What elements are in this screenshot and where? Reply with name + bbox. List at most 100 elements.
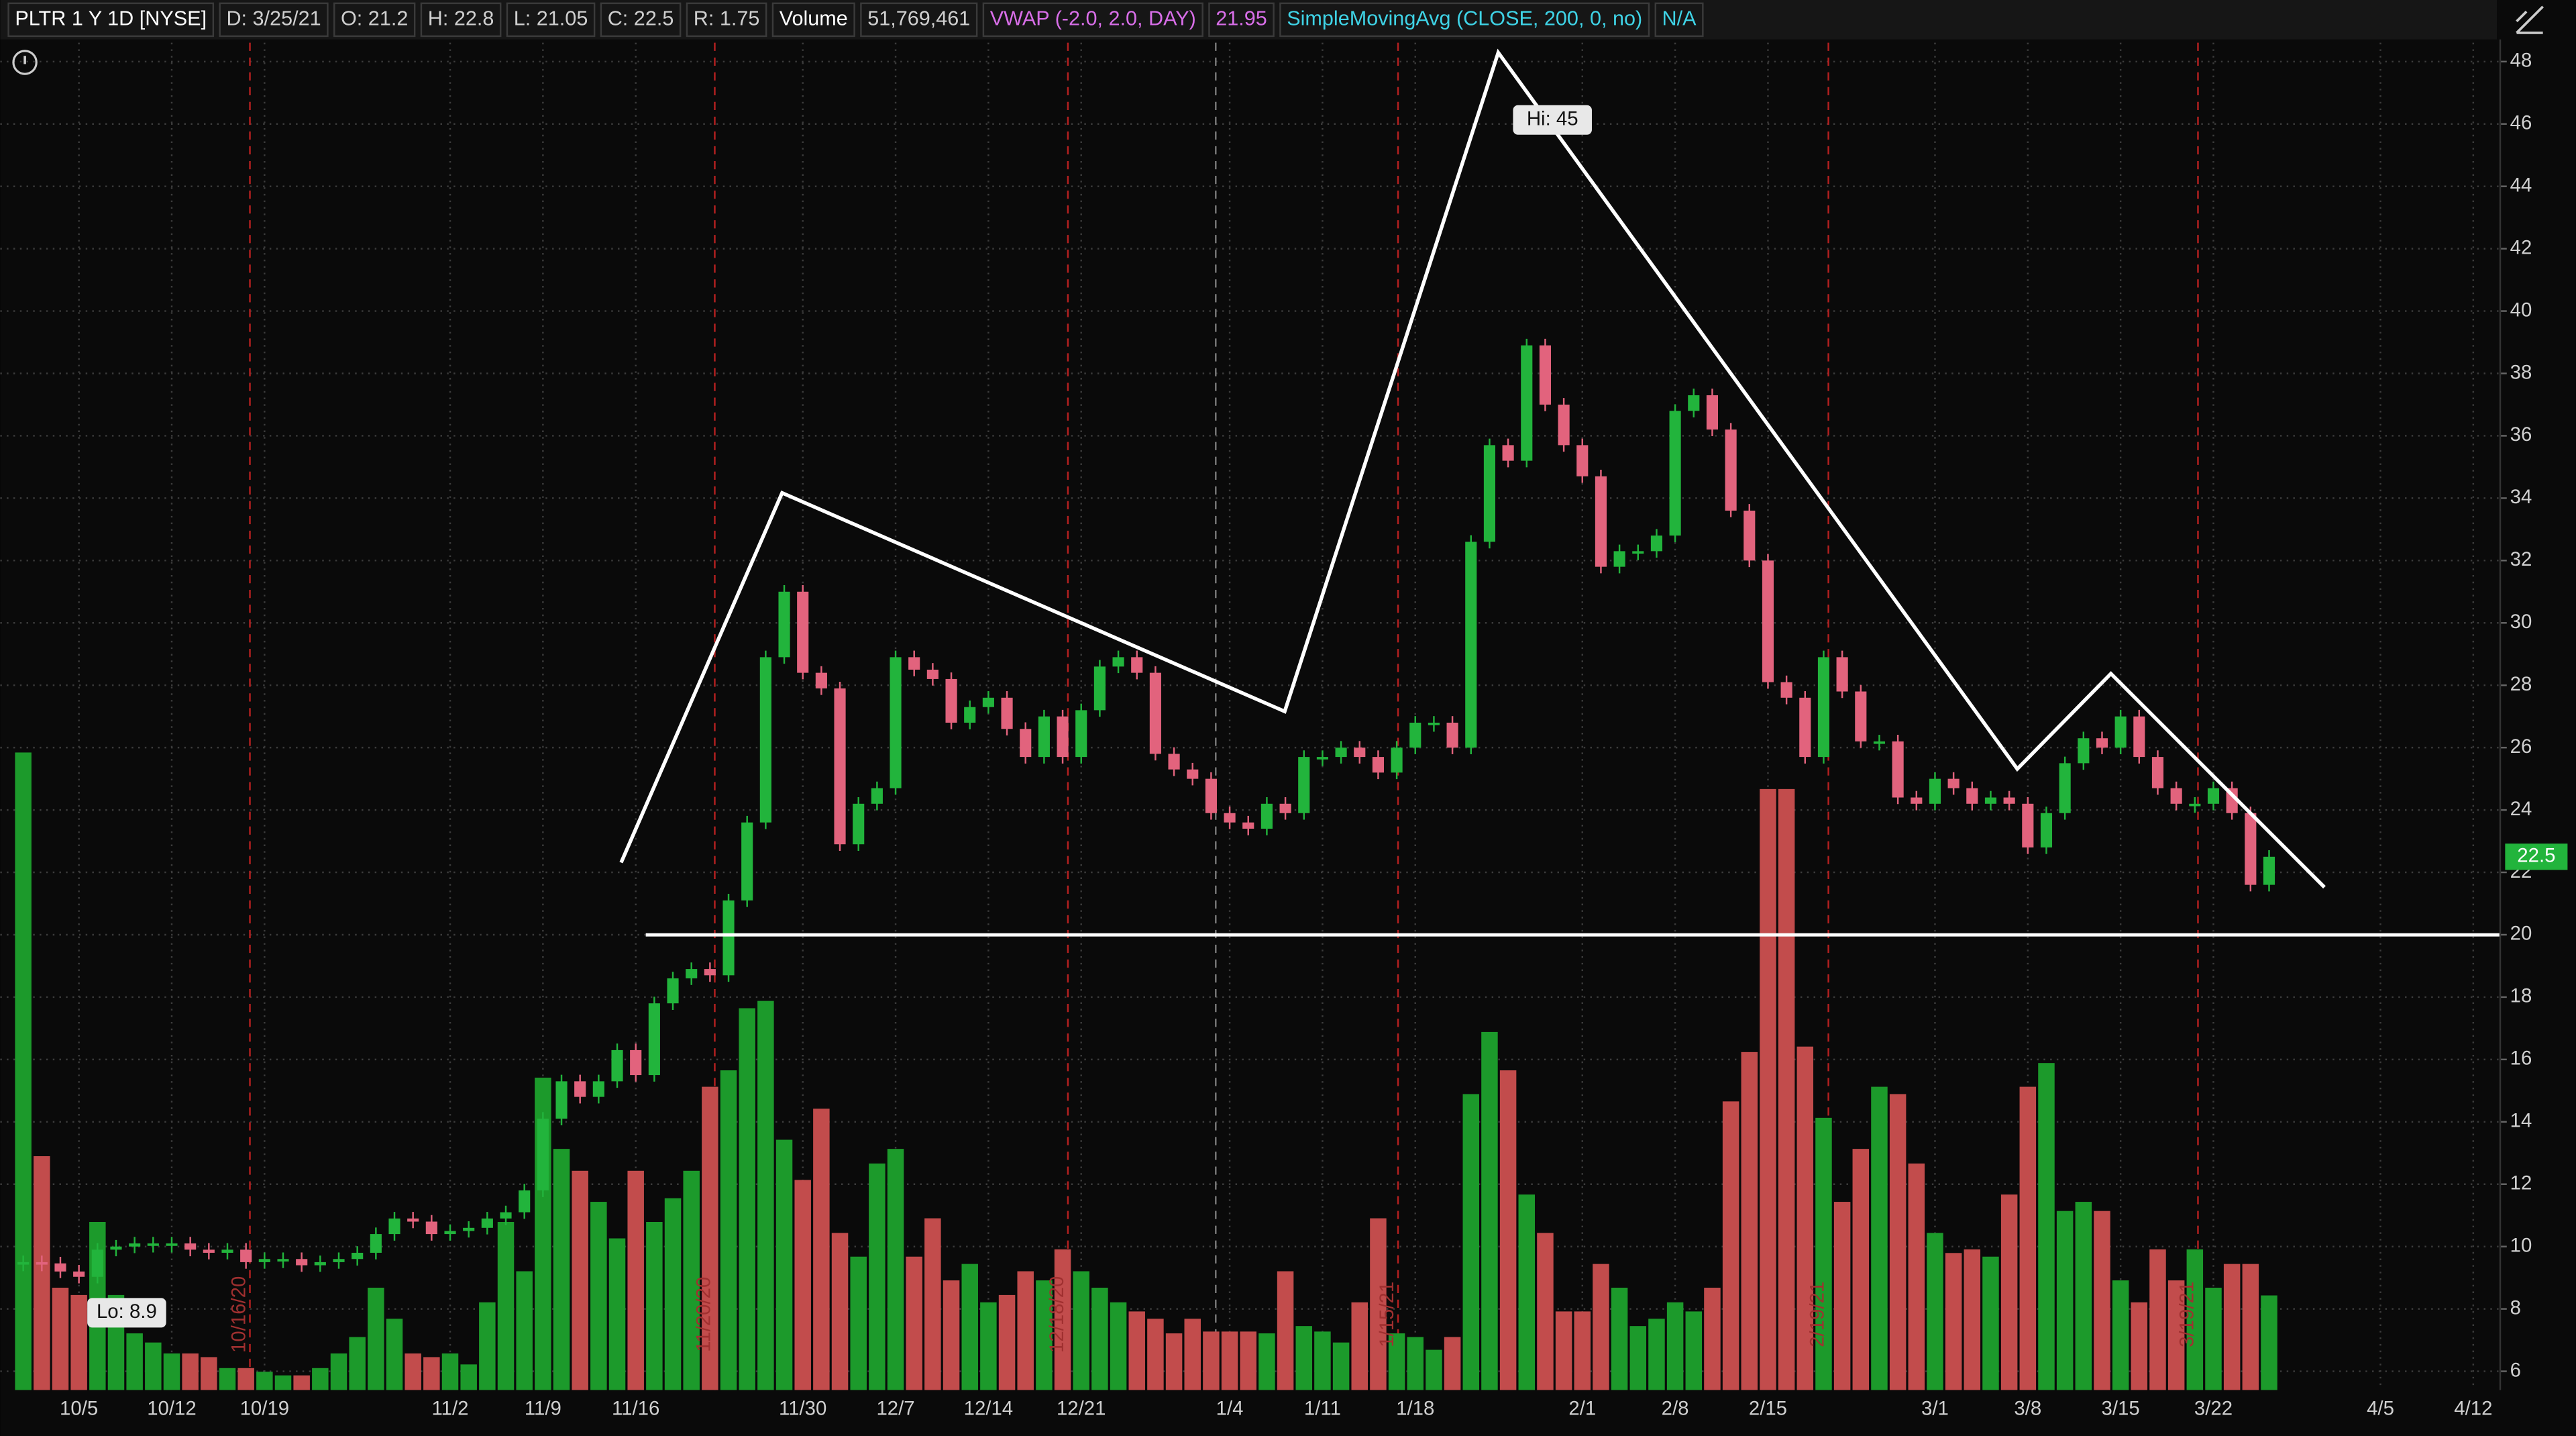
candle bbox=[1576, 445, 1589, 476]
candle bbox=[1057, 716, 1069, 758]
x-tick-label: 1/4 bbox=[1216, 1398, 1244, 1420]
volume-bar bbox=[757, 1001, 774, 1390]
candle bbox=[1205, 778, 1217, 813]
candle bbox=[1038, 716, 1050, 758]
candle bbox=[1316, 757, 1328, 760]
volume-bar bbox=[998, 1294, 1016, 1390]
candle bbox=[1669, 411, 1681, 536]
volume-bar bbox=[869, 1163, 885, 1390]
volume-bar bbox=[1629, 1326, 1647, 1390]
header-box bbox=[506, 2, 596, 38]
candle bbox=[314, 1262, 326, 1266]
volume-bar bbox=[646, 1222, 663, 1390]
volume-bar bbox=[2149, 1249, 2166, 1390]
volume-bar bbox=[479, 1302, 496, 1390]
y-tick-label: 46 bbox=[2510, 112, 2532, 134]
candle bbox=[815, 672, 827, 688]
candle bbox=[1855, 691, 1867, 741]
x-tick-label: 11/16 bbox=[612, 1398, 659, 1420]
candle bbox=[2040, 813, 2053, 848]
expand-icon[interactable] bbox=[2516, 5, 2544, 34]
expiration-label: 10/16/20 bbox=[228, 1276, 250, 1353]
header-item: R: 1.75 bbox=[694, 7, 760, 30]
candle bbox=[333, 1259, 345, 1262]
volume-bar bbox=[460, 1364, 477, 1390]
annotation: Hi: 45 bbox=[1527, 108, 1578, 130]
volume-bar bbox=[1908, 1163, 1925, 1390]
x-tick-label: 4/5 bbox=[2367, 1398, 2394, 1420]
candle bbox=[36, 1262, 48, 1265]
volume-bar bbox=[441, 1353, 459, 1390]
header-item: H: 22.8 bbox=[428, 7, 494, 30]
volume-bar bbox=[1462, 1094, 1480, 1390]
x-tick-label: 1/11 bbox=[1304, 1398, 1341, 1420]
volume-bar bbox=[1073, 1271, 1089, 1390]
volume-bar bbox=[1332, 1342, 1350, 1390]
volume-bar bbox=[330, 1353, 347, 1390]
volume-bar bbox=[2131, 1302, 2148, 1390]
candle bbox=[1446, 722, 1458, 748]
candle bbox=[1279, 803, 1291, 813]
candle bbox=[1613, 551, 1625, 567]
volume-bar bbox=[943, 1280, 960, 1390]
candle bbox=[258, 1259, 270, 1262]
candle bbox=[686, 969, 698, 979]
volume-bar bbox=[1314, 1331, 1331, 1390]
volume-bar bbox=[163, 1353, 180, 1390]
y-tick-label: 32 bbox=[2510, 548, 2532, 570]
volume-bar bbox=[1982, 1256, 1999, 1390]
volume-bar bbox=[1927, 1233, 1943, 1390]
volume-bar bbox=[256, 1372, 273, 1390]
volume-bar bbox=[1036, 1280, 1053, 1390]
event-lines bbox=[249, 42, 2199, 1390]
header-box bbox=[600, 2, 682, 38]
header-box bbox=[420, 2, 502, 38]
volume-bar bbox=[887, 1149, 904, 1390]
volume-bar bbox=[2000, 1194, 2018, 1390]
candle bbox=[1483, 445, 1496, 542]
x-tick-label: 12/14 bbox=[964, 1398, 1014, 1420]
volume-bar bbox=[201, 1357, 217, 1390]
candle bbox=[240, 1249, 252, 1262]
volume-bar bbox=[2261, 1295, 2277, 1390]
volume-bar bbox=[1110, 1302, 1127, 1390]
candle bbox=[425, 1221, 437, 1235]
y-tick-label: 20 bbox=[2510, 923, 2532, 945]
volume-bar bbox=[1889, 1094, 1907, 1390]
volume-bar bbox=[423, 1357, 440, 1390]
header-box bbox=[1208, 2, 1275, 38]
candle bbox=[778, 591, 790, 658]
volume-bar bbox=[850, 1256, 867, 1390]
volume-bar bbox=[1648, 1319, 1665, 1390]
header-box bbox=[1654, 2, 1704, 38]
header-item: VWAP (-2.0, 2.0, DAY) bbox=[990, 7, 1196, 30]
volume-bar bbox=[405, 1353, 421, 1390]
volume-bar bbox=[1147, 1319, 1164, 1390]
volume-bar bbox=[2186, 1249, 2204, 1390]
candle bbox=[1149, 672, 1161, 754]
volume-bar bbox=[961, 1264, 978, 1390]
candle bbox=[1391, 748, 1403, 773]
candle bbox=[221, 1249, 233, 1253]
volume-bar bbox=[2019, 1086, 2037, 1390]
x-tick-label: 11/2 bbox=[432, 1398, 469, 1420]
candle bbox=[1354, 748, 1366, 758]
x-tick-label: 4/12 bbox=[2454, 1398, 2492, 1420]
volume-bar bbox=[1815, 1117, 1832, 1390]
volume-bar bbox=[368, 1288, 384, 1390]
volume-bar bbox=[126, 1333, 143, 1390]
alert-icon[interactable] bbox=[12, 50, 38, 75]
candle bbox=[1929, 778, 1941, 804]
volume-bar bbox=[683, 1170, 700, 1390]
candle bbox=[352, 1252, 364, 1260]
candle bbox=[853, 803, 865, 845]
candle bbox=[1539, 345, 1552, 405]
candle bbox=[834, 688, 846, 845]
volume-bar bbox=[2075, 1202, 2092, 1390]
candle bbox=[1093, 666, 1106, 711]
candle bbox=[2133, 716, 2145, 758]
candle bbox=[1706, 395, 1719, 430]
volume-bar bbox=[1760, 788, 1776, 1390]
volume-bar bbox=[1258, 1333, 1275, 1390]
